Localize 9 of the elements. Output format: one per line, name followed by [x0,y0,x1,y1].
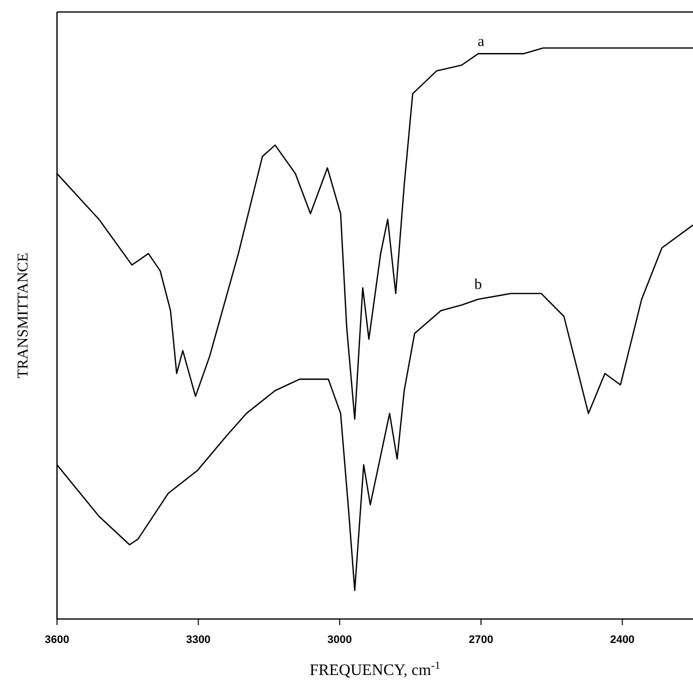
y-axis-title: TRANSMITTANCE [15,252,32,378]
x-tick-label: 2400 [610,634,635,646]
x-axis-title: FREQUENCY, cm$^{-1}$ [310,660,440,679]
annotation: a [478,34,485,50]
x-tick-label: 3300 [186,634,211,646]
x-tick-label: 3000 [327,634,352,646]
x-tick-label: 2700 [468,634,494,646]
x-tick-label: 3600 [44,634,70,646]
annotation: b [474,277,482,294]
